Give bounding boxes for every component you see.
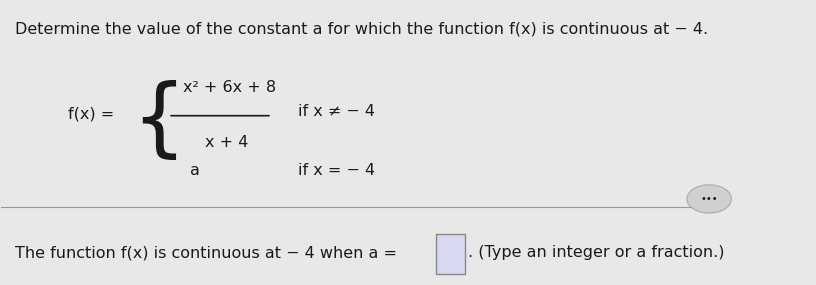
Text: The function f(x) is continuous at − 4 when a =: The function f(x) is continuous at − 4 w… [15, 245, 397, 260]
Text: a: a [190, 163, 200, 178]
Text: x² + 6x + 8: x² + 6x + 8 [183, 80, 276, 95]
Text: {: { [131, 80, 186, 163]
Text: . (Type an integer or a fraction.): . (Type an integer or a fraction.) [468, 245, 725, 260]
Text: Determine the value of the constant a for which the function f(x) is continuous : Determine the value of the constant a fo… [15, 21, 707, 36]
Text: if x ≠ − 4: if x ≠ − 4 [298, 104, 375, 119]
FancyBboxPatch shape [437, 234, 464, 274]
Ellipse shape [687, 185, 731, 213]
Text: x + 4: x + 4 [205, 135, 249, 150]
Text: if x = − 4: if x = − 4 [298, 163, 375, 178]
Text: •••: ••• [700, 194, 718, 204]
Text: f(x) =: f(x) = [68, 107, 114, 122]
